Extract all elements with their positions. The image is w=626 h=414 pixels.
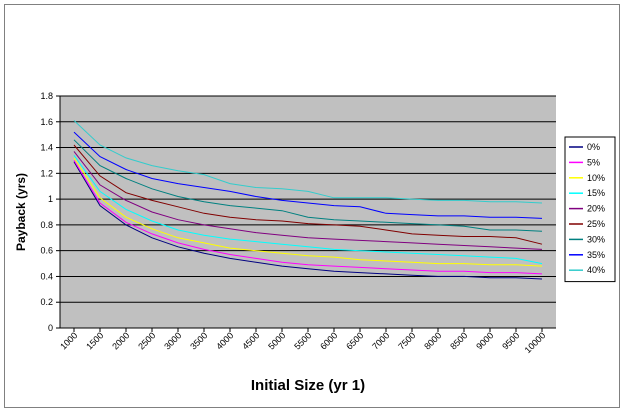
y-tick-label: 0.2 xyxy=(40,297,53,307)
legend-entry: 40% xyxy=(587,265,605,275)
y-tick-label: 1 xyxy=(48,194,53,204)
x-tick-label: 2000 xyxy=(110,330,131,351)
x-tick-label: 4500 xyxy=(240,330,261,351)
x-tick-label: 5000 xyxy=(266,330,287,351)
x-tick-label: 3000 xyxy=(162,330,183,351)
series-line-5pct xyxy=(73,160,543,275)
legend-entry: 35% xyxy=(587,250,605,260)
legend-entry: 10% xyxy=(587,173,605,183)
y-tick-label: 1.8 xyxy=(40,91,53,101)
y-tick-label: 0.4 xyxy=(40,271,53,281)
legend: 0% 5% 10% 15% 20% 25% 30% 35% 40% xyxy=(564,136,616,283)
series-line-10pct xyxy=(73,157,543,267)
legend-entry: 20% xyxy=(587,204,605,214)
y-tick-label: 1.2 xyxy=(40,168,53,178)
plot-area xyxy=(60,96,556,328)
x-tick-label: 8500 xyxy=(448,330,469,351)
series-line-40pct xyxy=(73,120,543,204)
y-tick-label: 1.4 xyxy=(40,143,53,153)
x-tick-label: 1000 xyxy=(58,330,79,351)
series-lines xyxy=(73,120,543,280)
x-axis-ticks: 1000 1500 2000 2500 3000 3500 4000 4500 5000 5500… xyxy=(58,328,547,355)
x-tick-label: 9500 xyxy=(500,330,521,351)
legend-entry: 5% xyxy=(587,157,600,167)
legend-entry: 30% xyxy=(587,234,605,244)
series-line-15pct xyxy=(73,155,543,265)
chart-area: 0 0.2 0.4 0.6 0.8 1 1.2 1.4 1.6 1.8 1000 1500 2000 2… xyxy=(4,4,620,408)
x-tick-label: 6500 xyxy=(344,330,365,351)
x-tick-label: 7500 xyxy=(396,330,417,351)
gridlines xyxy=(60,95,556,329)
series-line-25pct xyxy=(73,144,543,245)
x-tick-label: 4000 xyxy=(214,330,235,351)
line-chart: 00.20.40.60.811.21.41.61.8 1000 1500 2000 2… xyxy=(14,91,616,394)
x-axis-title: Initial Size (yr 1) xyxy=(251,377,365,394)
x-tick-label: 6000 xyxy=(318,330,339,351)
legend-entry: 15% xyxy=(587,188,605,198)
x-tick-label: 5500 xyxy=(292,330,313,351)
legend-entry: 25% xyxy=(587,219,605,229)
x-tick-label: 3500 xyxy=(188,330,209,351)
series-line-20pct xyxy=(73,151,543,250)
y-axis-title: Payback (yrs) xyxy=(14,173,28,251)
series-line-35pct xyxy=(73,131,543,219)
series-line-0pct xyxy=(73,161,543,280)
x-tick-label: 10000 xyxy=(523,330,548,355)
y-tick-label: 0 xyxy=(48,323,53,333)
x-tick-label: 1500 xyxy=(84,330,105,351)
legend-entry: 0% xyxy=(587,142,600,152)
x-tick-label: 8000 xyxy=(422,330,443,351)
y-tick-label: 0.6 xyxy=(40,246,53,256)
x-tick-label: 2500 xyxy=(136,330,157,351)
x-tick-label: 7000 xyxy=(370,330,391,351)
series-line-30pct xyxy=(73,139,543,232)
y-tick-label: 1.6 xyxy=(40,117,53,127)
y-axis-ticks: 0 0.2 0.4 0.6 0.8 1 1.2 1.4 1.6 1.8 xyxy=(40,91,60,333)
y-tick-label: 0.8 xyxy=(40,220,53,230)
x-tick-label: 9000 xyxy=(474,330,495,351)
